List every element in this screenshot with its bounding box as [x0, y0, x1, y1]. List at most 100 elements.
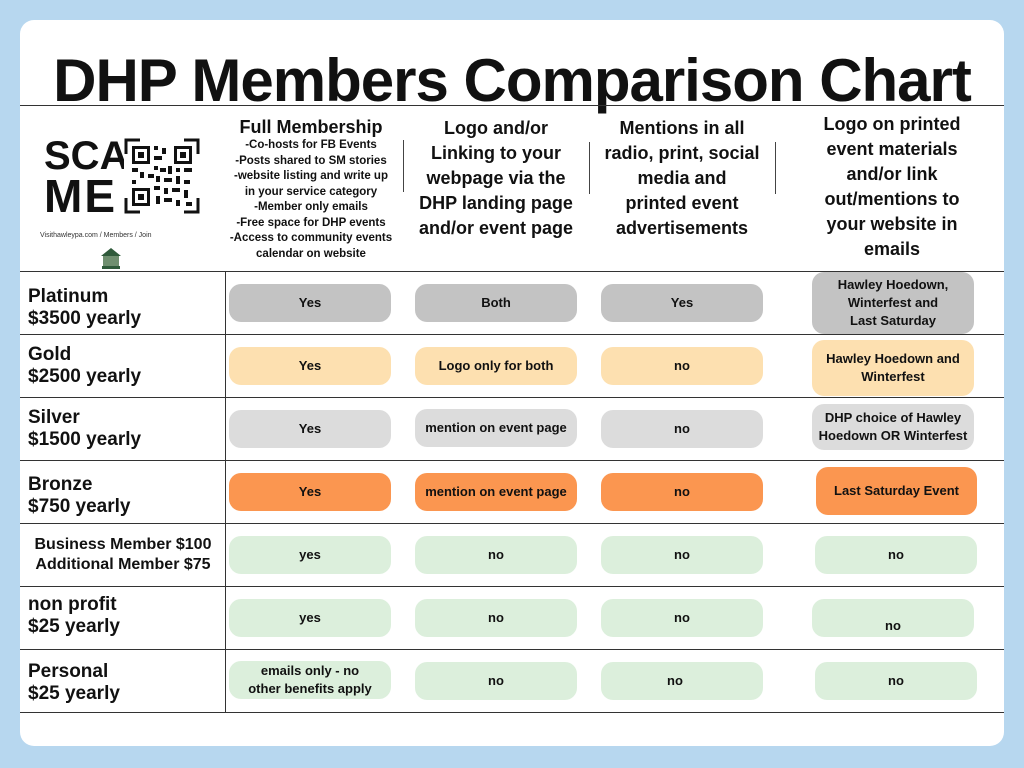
nonprofit-full-membership: yes — [229, 599, 391, 637]
divider — [20, 649, 1004, 650]
business-logo-linking: no — [415, 536, 577, 574]
tier-price: $3500 yearly — [28, 308, 142, 329]
row-label-silver: Silver $1500 yearly — [28, 407, 141, 451]
cell-text: no — [674, 610, 690, 625]
nonprofit-mentions: no — [601, 599, 763, 637]
cell-text: Yes — [298, 358, 322, 373]
full-membership-benefits: -Co-hosts for FB Events -Posts shared to… — [218, 138, 404, 262]
cell-text: DHP choice of Hawley — [824, 410, 962, 425]
bronze-full-membership: Yes — [229, 473, 391, 511]
divider — [20, 460, 1004, 461]
header-line: media and — [637, 168, 727, 188]
chart-card: DHP Members Comparison Chart SCAN ME — [20, 20, 1004, 746]
mentions-header: Mentions in all radio, print, social med… — [592, 116, 772, 241]
divider — [20, 523, 1004, 524]
cell-text: Winterfest — [861, 369, 925, 384]
label-column-divider — [225, 272, 226, 713]
platinum-mentions: Yes — [601, 284, 763, 322]
tier-price: $750 yearly — [28, 496, 131, 517]
header-line: printed event — [625, 193, 739, 213]
cell-text: Logo only for both — [438, 358, 554, 373]
cell-text: Winterfest and — [847, 295, 939, 310]
cell-text: no — [488, 610, 504, 625]
cell-text: no — [885, 618, 901, 633]
header-separator — [589, 142, 590, 194]
benefit-line: -Posts shared to SM stories — [235, 154, 387, 167]
tier-name: Business Member $100 — [34, 536, 212, 553]
cell-text: no — [667, 673, 683, 688]
gold-full-membership: Yes — [229, 347, 391, 385]
cell-text: Yes — [298, 484, 322, 499]
bronze-printed-materials: Last Saturday Event — [816, 467, 977, 515]
benefit-line: calendar on website — [256, 247, 366, 260]
tier-name: Bronze — [28, 474, 93, 495]
personal-full-membership: emails only - no other benefits apply — [229, 661, 391, 699]
cell-text: Yes — [670, 295, 694, 310]
tier-price: $25 yearly — [28, 616, 120, 637]
cell-text: mention on event page — [425, 420, 567, 435]
printed-materials-header: Logo on printed event materials and/or l… — [792, 112, 992, 262]
full-membership-header: Full Membership -Co-hosts for FB Events … — [218, 116, 404, 262]
header-line: event materials — [826, 139, 958, 159]
platinum-full-membership: Yes — [229, 284, 391, 322]
cell-text: Yes — [298, 295, 322, 310]
row-label-nonprofit: non profit $25 yearly — [28, 594, 120, 638]
personal-mentions: no — [601, 662, 763, 700]
cell-text: Hoedown OR Winterfest — [818, 428, 968, 443]
tier-price: $25 yearly — [28, 683, 120, 704]
cell-text: Hawley Hoedown, — [837, 277, 949, 292]
bronze-mentions: no — [601, 473, 763, 511]
silver-full-membership: Yes — [229, 410, 391, 448]
divider — [20, 712, 1004, 713]
cell-text: yes — [299, 547, 321, 562]
page-title: DHP Members Comparison Chart — [53, 47, 972, 114]
row-label-personal: Personal $25 yearly — [28, 661, 120, 705]
tier-price: Additional Member $75 — [35, 556, 211, 573]
header-separator — [403, 140, 404, 192]
header-line: radio, print, social — [604, 143, 760, 163]
hawley-logo-icon — [101, 248, 121, 269]
gold-logo-linking: Logo only for both — [415, 347, 577, 385]
header-line: advertisements — [615, 218, 749, 238]
header-line: out/mentions to — [824, 189, 960, 209]
gold-printed-materials: Hawley Hoedown and Winterfest — [812, 340, 974, 396]
benefit-line: -Member only emails — [254, 201, 368, 213]
benefit-line: -Free space for DHP events — [236, 216, 386, 229]
header-line: Linking to your — [431, 143, 561, 163]
divider — [20, 271, 1004, 272]
tier-name: Personal — [28, 661, 109, 682]
platinum-printed-materials: Hawley Hoedown, Winterfest and Last Satu… — [812, 272, 974, 334]
business-mentions: no — [601, 536, 763, 574]
tier-name: Silver — [28, 407, 80, 428]
nonprofit-printed-materials: no — [812, 599, 974, 637]
cell-text: Last Saturday — [850, 313, 936, 328]
row-label-bronze: Bronze $750 yearly — [28, 474, 131, 518]
qr-caption: Visithawleypa.com / Members / Join — [40, 232, 152, 239]
me-label: ME — [44, 170, 117, 222]
logo-linking-header: Logo and/or Linking to your webpage via … — [406, 116, 586, 241]
platinum-logo-linking: Both — [415, 284, 577, 322]
cell-text: no — [674, 358, 690, 373]
divider — [20, 105, 1004, 106]
tier-name: Gold — [28, 344, 72, 365]
header-line: emails — [863, 239, 921, 259]
silver-printed-materials: DHP choice of Hawley Hoedown OR Winterfe… — [812, 404, 974, 450]
tier-price: $2500 yearly — [28, 366, 142, 387]
cell-text: no — [674, 421, 690, 436]
full-membership-title: Full Membership — [239, 117, 383, 137]
cell-text: no — [674, 484, 690, 499]
cell-text: Hawley Hoedown and — [826, 351, 960, 366]
personal-printed-materials: no — [815, 662, 977, 700]
tier-price: $1500 yearly — [28, 429, 142, 450]
header-line: and/or event page — [418, 218, 574, 238]
benefit-line: -Access to community events — [229, 232, 393, 244]
nonprofit-logo-linking: no — [415, 599, 577, 637]
cell-text: yes — [299, 610, 321, 625]
tier-name: non profit — [28, 594, 117, 615]
cell-text: no — [488, 673, 504, 688]
cell-text: no — [888, 547, 904, 562]
gold-mentions: no — [601, 347, 763, 385]
personal-logo-linking: no — [415, 662, 577, 700]
cell-text: no — [674, 547, 690, 562]
silver-logo-linking: mention on event page — [415, 409, 577, 447]
